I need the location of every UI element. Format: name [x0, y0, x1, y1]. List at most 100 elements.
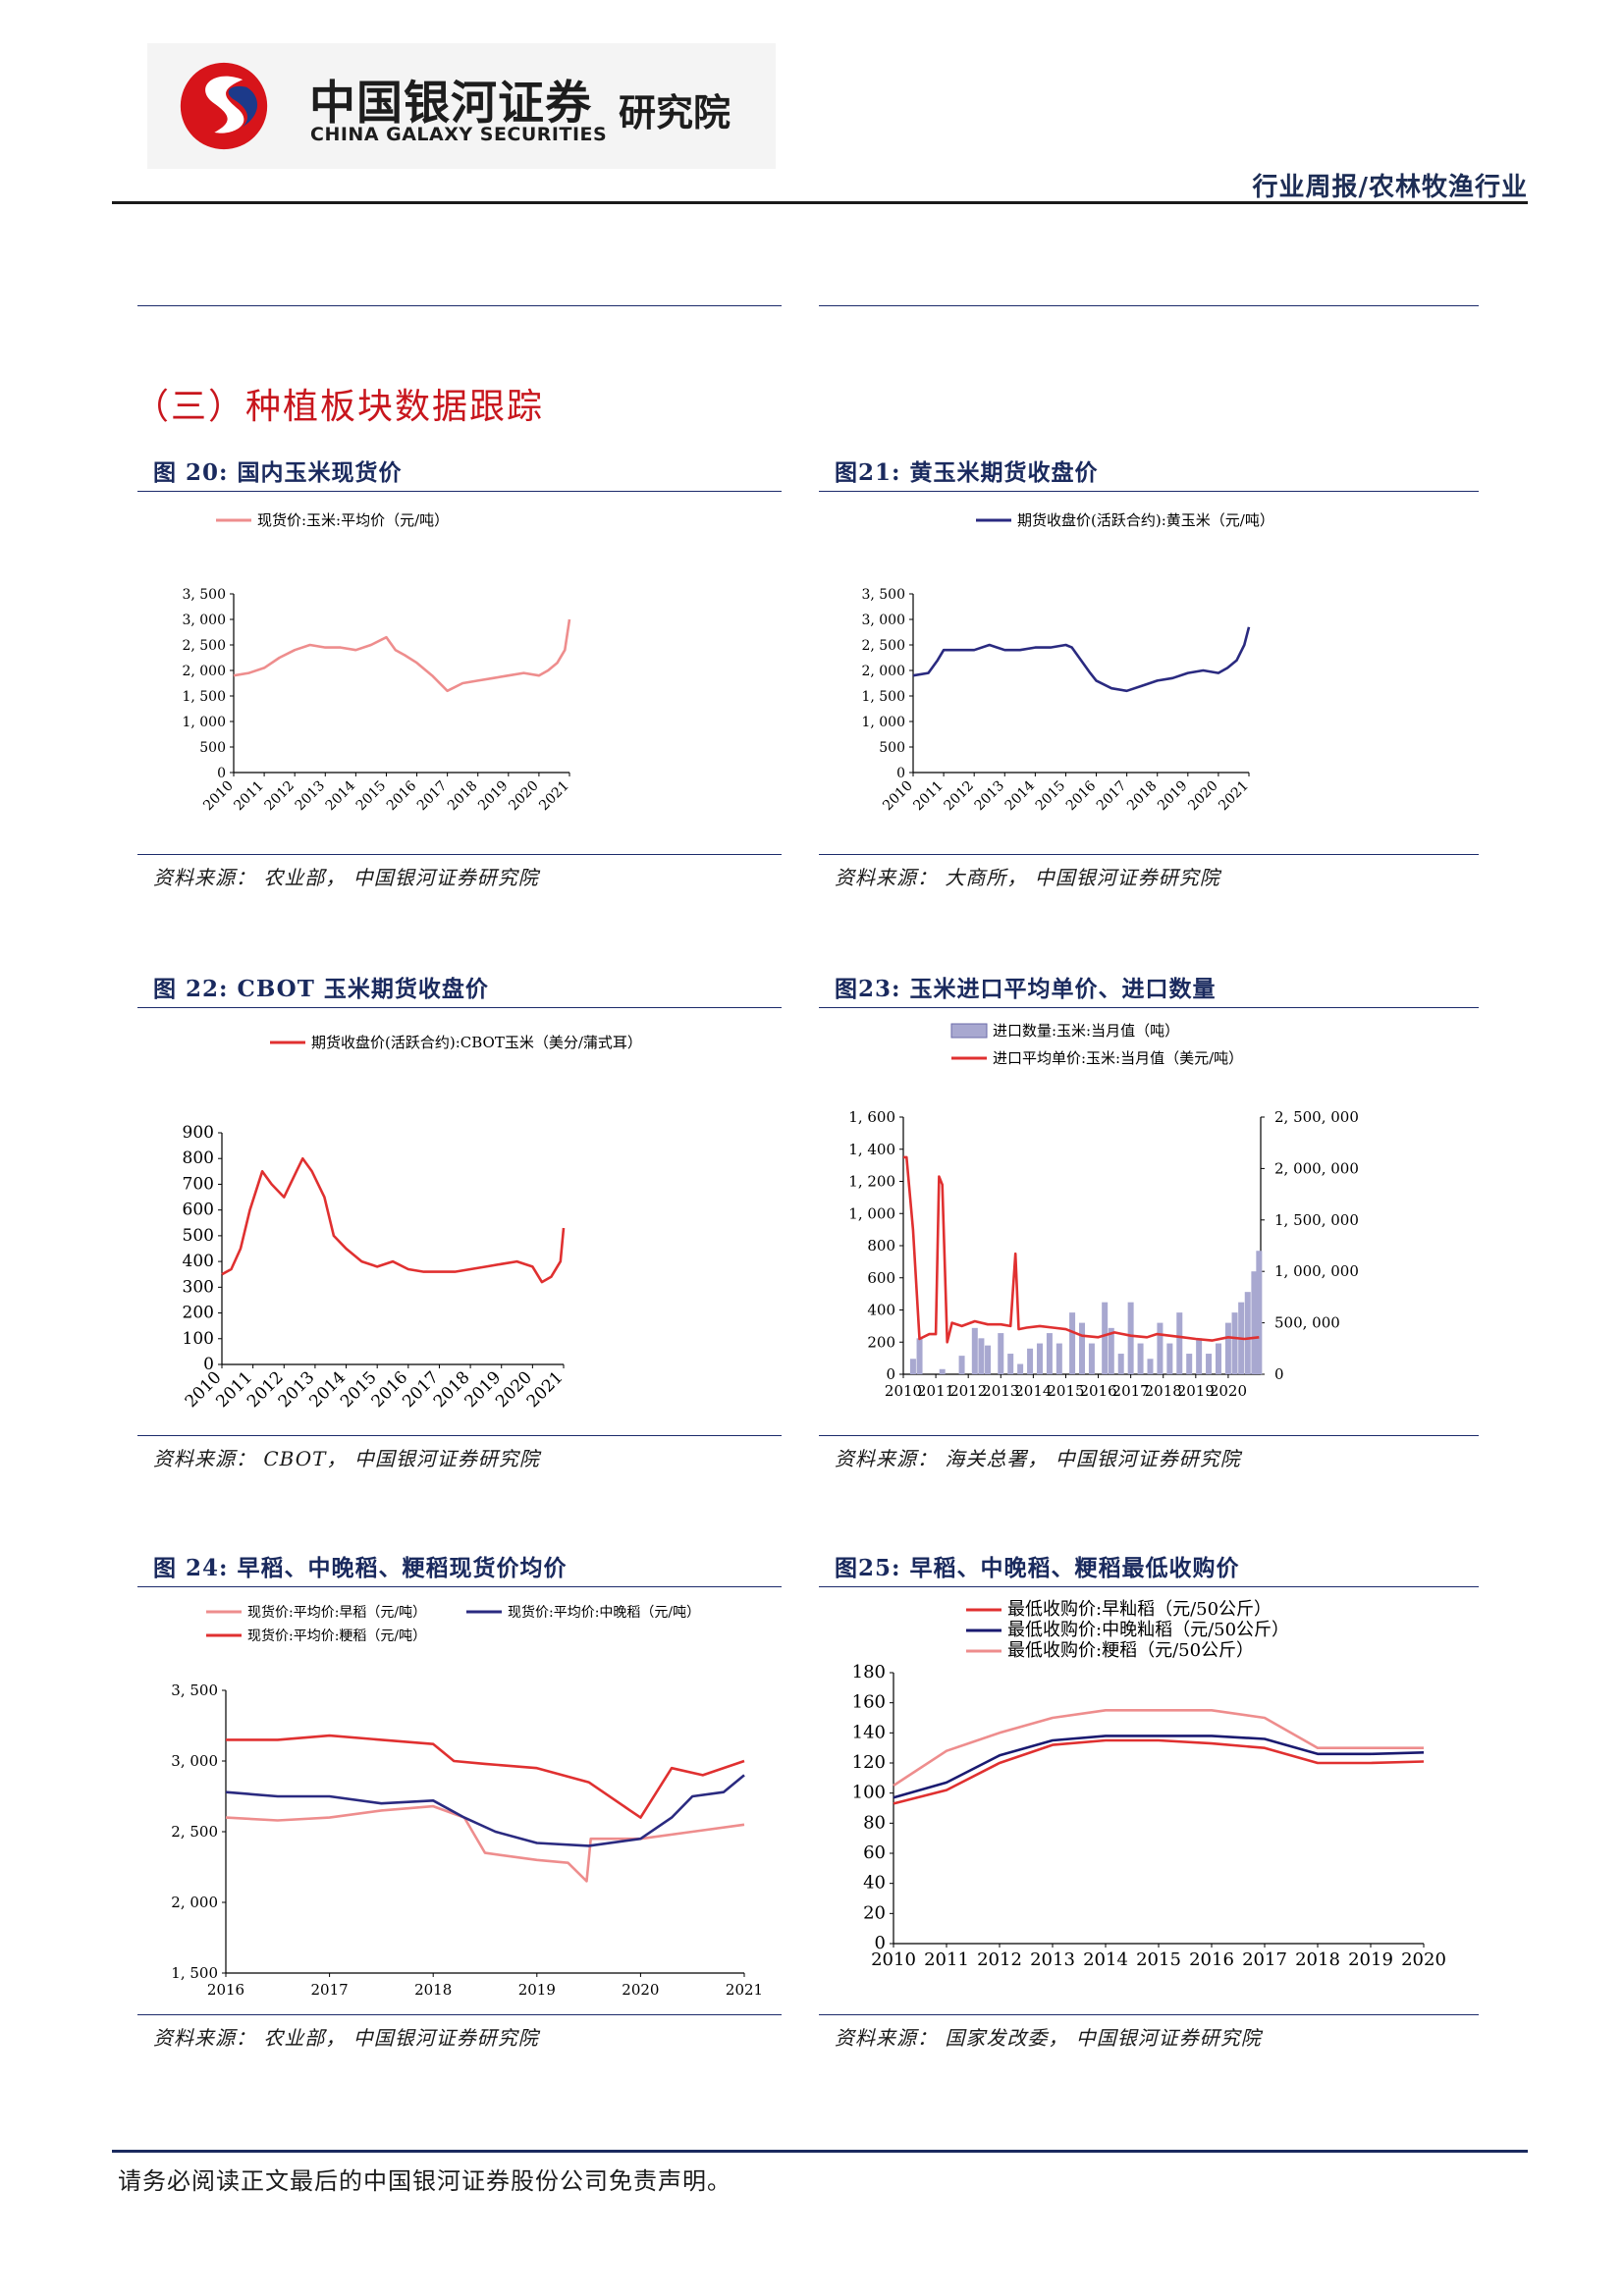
footer-divider — [112, 2150, 1528, 2153]
y-tick-label: 500 — [183, 1226, 214, 1246]
import-volume-bar — [959, 1356, 965, 1374]
chart-22-svg: 9008007006005004003002001000201020112012… — [137, 1015, 782, 1437]
figure-22-title-rule — [137, 1007, 782, 1008]
x-tick-label: 2016 — [1189, 1949, 1234, 1970]
import-volume-bar — [910, 1359, 916, 1374]
x-tick-label: 2020 — [1210, 1382, 1247, 1400]
figure-23-source: 资料来源： 海关总署， 中国银河证券研究院 — [835, 1443, 1241, 1471]
x-tick-label: 2016 — [207, 1981, 244, 1999]
logo-chinese-name: 中国银河证券 — [309, 65, 592, 133]
x-tick-label: 2012 — [941, 778, 977, 815]
figure-20-source: 资料来源： 农业部， 中国银河证券研究院 — [153, 862, 539, 890]
series-line — [226, 1735, 744, 1818]
figure-22-bottom-rule — [137, 1435, 782, 1436]
series-line — [903, 1157, 1259, 1342]
figure-21-title: 图21: 黄玉米期货收盘价 — [835, 454, 1099, 487]
x-tick-label: 2021 — [536, 778, 572, 815]
y-tick-label: 100 — [852, 1783, 886, 1803]
y-tick-label: 800 — [183, 1148, 214, 1168]
chart-20-svg: 3, 500 3, 000 2, 500 2, 000 1, 500 1, 000 500 0… — [137, 496, 782, 844]
chart-23-svg: 1, 6001, 4001, 2001, 00080060040020002, … — [819, 1015, 1479, 1437]
y-tick-label: 3, 000 — [182, 613, 226, 628]
import-volume-bar — [972, 1328, 978, 1374]
x-tick-label: 2013 — [1030, 1949, 1075, 1970]
x-tick-label: 2021 — [523, 1367, 568, 1412]
x-tick-label: 2019 — [1155, 778, 1191, 815]
y-tick-label: 2, 000 — [861, 664, 905, 679]
figure-24-bottom-rule — [137, 2014, 782, 2015]
series-line — [913, 627, 1249, 691]
legend-label: 现货价:平均价:早稻（元/吨） — [247, 1604, 426, 1621]
x-tick-label: 2015 — [1033, 778, 1069, 815]
y-tick-label: 20 — [863, 1902, 886, 1923]
x-tick-label: 2013 — [293, 778, 329, 815]
y-tick-label: 180 — [852, 1662, 886, 1682]
y-tick-label: 160 — [852, 1692, 886, 1713]
legend-label: 进口数量:玉米:当月值（吨） — [993, 1022, 1179, 1040]
y-tick-label: 3, 000 — [861, 613, 905, 628]
import-volume-bar — [1166, 1344, 1172, 1374]
y-tick-label: 3, 500 — [182, 587, 226, 603]
import-volume-bar — [1147, 1359, 1153, 1374]
y-tick-label: 300 — [183, 1277, 214, 1297]
import-volume-bar — [1138, 1344, 1144, 1374]
series-line — [226, 1806, 744, 1881]
top-right-rule — [819, 305, 1479, 306]
import-volume-bar — [1047, 1333, 1053, 1374]
x-tick-label: 2011 — [231, 778, 267, 815]
import-volume-bar — [1216, 1344, 1221, 1374]
y-tick-label: 1, 500 — [861, 689, 905, 705]
chart-21-svg: 3, 5003, 0002, 5002, 0001, 5001, 0005000… — [819, 496, 1479, 844]
figure-24-chart: 3, 500 3, 000 2, 500 2, 000 1, 500 2016 2017 20… — [137, 1592, 782, 2004]
x-tick-label: 2020 — [1185, 778, 1221, 815]
x-tick-label: 2012 — [977, 1949, 1022, 1970]
y-tick-label: 40 — [863, 1873, 886, 1894]
y-tick-label: 1, 600 — [848, 1108, 895, 1126]
figure-20-title-rule — [137, 491, 782, 492]
import-volume-bar — [1232, 1312, 1238, 1374]
y-tick-label: 3, 000 — [171, 1752, 218, 1770]
x-tick-label: 2018 — [1124, 778, 1161, 815]
figure-21-chart: 3, 500 3, 000 2, 500 2, 000 1, 500 1, 000 500 0… — [819, 496, 1479, 844]
figure-24-title: 图 24: 早稻、中晚稻、粳稻现货价均价 — [153, 1549, 568, 1582]
figure-22-title: 图 22: CBOT 玉米期货收盘价 — [153, 970, 489, 1003]
legend-label: 现货价:玉米:平均价（元/吨） — [257, 511, 449, 529]
figure-20-title: 图 20: 国内玉米现货价 — [153, 454, 403, 487]
x-tick-label: 2021 — [1216, 778, 1252, 815]
y-tick-label: 2, 500 — [171, 1823, 218, 1841]
top-left-rule — [137, 305, 782, 306]
x-tick-label: 2018 — [414, 1981, 452, 1999]
import-volume-bar — [998, 1333, 1003, 1374]
series-line — [893, 1735, 1424, 1797]
import-volume-bar — [1206, 1354, 1212, 1374]
figure-22-source: 资料来源： CBOT， 中国银河证券研究院 — [153, 1443, 540, 1471]
y-tick-label: 2, 500 — [861, 638, 905, 654]
import-volume-bar — [1157, 1323, 1163, 1374]
import-volume-bar — [1079, 1323, 1085, 1374]
y-tick-label: 500 — [879, 740, 905, 756]
x-tick-label: 2014 — [1002, 777, 1039, 814]
y-tick-label: 1, 500 — [182, 689, 226, 705]
import-volume-bar — [1007, 1354, 1013, 1374]
x-tick-label: 2017 — [414, 778, 451, 815]
x-tick-label: 2014 — [1083, 1949, 1128, 1970]
figure-25-title-rule — [819, 1586, 1479, 1587]
figure-20-bottom-rule — [137, 854, 782, 855]
figure-25-source: 资料来源： 国家发改委， 中国银河证券研究院 — [835, 2022, 1262, 2051]
y-tick-label: 700 — [183, 1174, 214, 1194]
x-tick-label: 2018 — [445, 778, 481, 815]
y-tick-label: 1, 000 — [861, 715, 905, 730]
import-volume-bar — [1118, 1354, 1124, 1374]
legend-label: 期货收盘价(活跃合约):黄玉米（元/吨） — [1017, 511, 1274, 529]
legend-label: 现货价:平均价:中晚稻（元/吨） — [508, 1604, 700, 1621]
import-volume-bar — [1089, 1344, 1095, 1374]
legend-swatch — [951, 1024, 987, 1038]
company-logo: 中国银河证券 CHINA GALAXY SECURITIES 研究院 — [147, 43, 776, 169]
y-tick-label: 1, 200 — [848, 1173, 895, 1191]
series-line — [222, 1158, 564, 1282]
import-volume-bar — [1196, 1338, 1202, 1374]
y-right-tick-label: 500, 000 — [1274, 1314, 1340, 1332]
logo-english-name: CHINA GALAXY SECURITIES — [310, 124, 607, 145]
x-tick-label: 2011 — [924, 1949, 969, 1970]
